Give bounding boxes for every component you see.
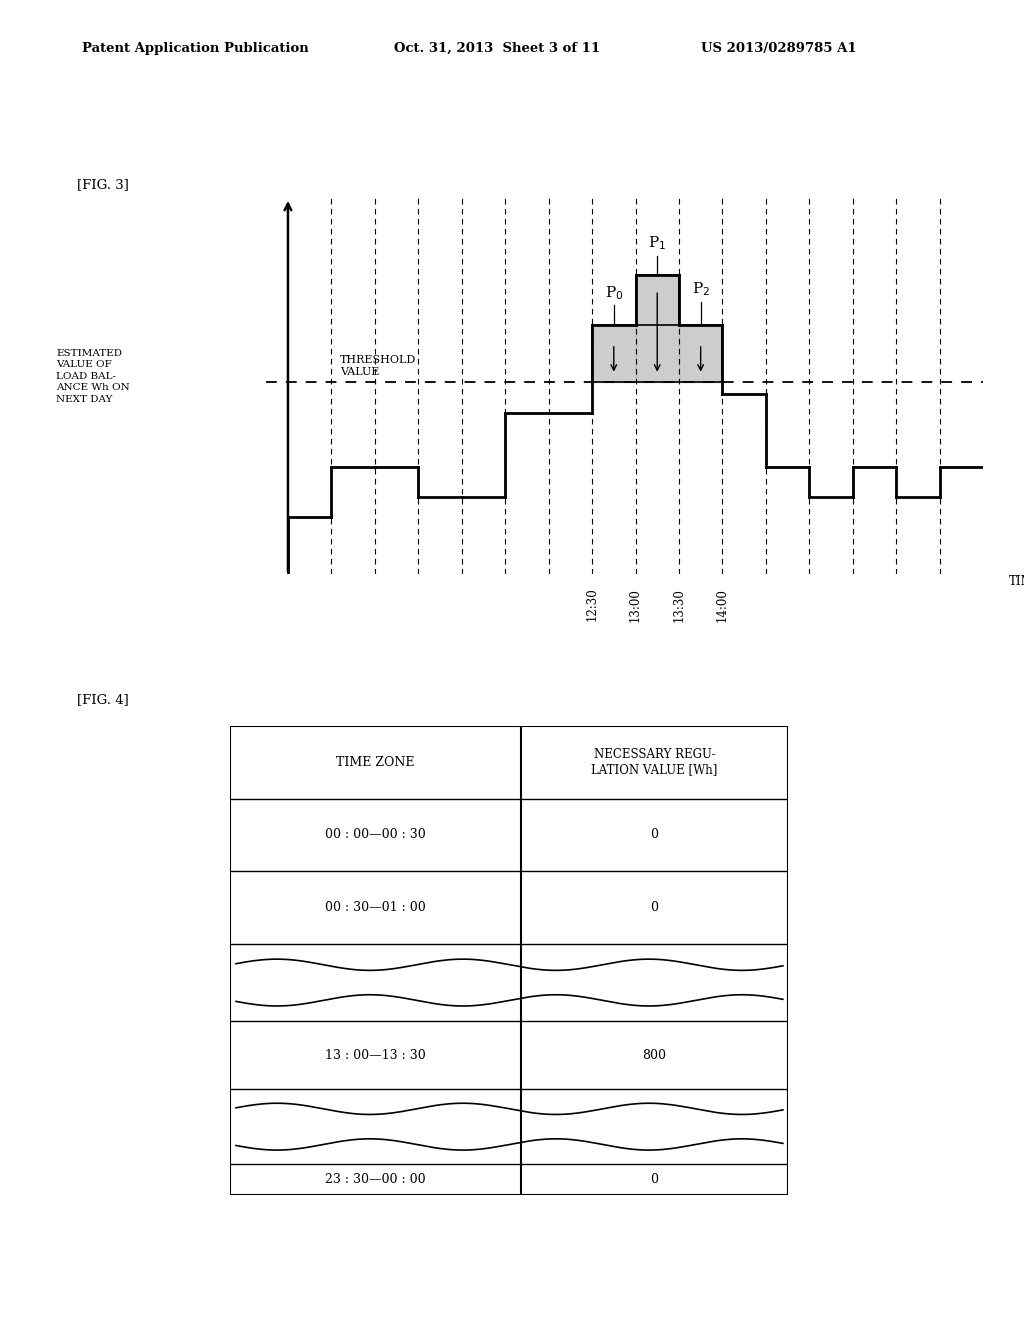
Text: 0: 0 <box>650 829 658 841</box>
Text: 00 : 00—00 : 30: 00 : 00—00 : 30 <box>326 829 426 841</box>
Text: 0: 0 <box>650 1173 658 1185</box>
Text: US 2013/0289785 A1: US 2013/0289785 A1 <box>701 42 857 55</box>
Text: ESTIMATED
VALUE OF
LOAD BAL-
ANCE Wh ON
NEXT DAY: ESTIMATED VALUE OF LOAD BAL- ANCE Wh ON … <box>56 348 130 404</box>
Text: 14:00: 14:00 <box>716 587 729 622</box>
Text: THRESHOLD
VALUE: THRESHOLD VALUE <box>340 355 417 376</box>
Text: [FIG. 3]: [FIG. 3] <box>77 178 129 191</box>
Text: 12:30: 12:30 <box>586 587 599 622</box>
Text: [FIG. 4]: [FIG. 4] <box>77 693 129 706</box>
Text: 800: 800 <box>642 1048 667 1061</box>
Text: Patent Application Publication: Patent Application Publication <box>82 42 308 55</box>
Text: P$_2$: P$_2$ <box>691 280 710 298</box>
Text: Oct. 31, 2013  Sheet 3 of 11: Oct. 31, 2013 Sheet 3 of 11 <box>394 42 600 55</box>
Text: 13:30: 13:30 <box>673 587 685 622</box>
Text: P$_0$: P$_0$ <box>604 284 623 302</box>
Text: TIME: TIME <box>1009 576 1024 589</box>
Text: 13:00: 13:00 <box>629 587 642 622</box>
Text: P$_1$: P$_1$ <box>648 234 667 252</box>
Text: 00 : 30—01 : 00: 00 : 30—01 : 00 <box>326 902 426 913</box>
Text: 13 : 00—13 : 30: 13 : 00—13 : 30 <box>326 1048 426 1061</box>
Text: 23 : 30—00 : 00: 23 : 30—00 : 00 <box>326 1173 426 1185</box>
Text: 0: 0 <box>650 902 658 913</box>
Text: TIME ZONE: TIME ZONE <box>336 756 415 768</box>
Text: NECESSARY REGU-
LATION VALUE [Wh]: NECESSARY REGU- LATION VALUE [Wh] <box>591 748 718 776</box>
